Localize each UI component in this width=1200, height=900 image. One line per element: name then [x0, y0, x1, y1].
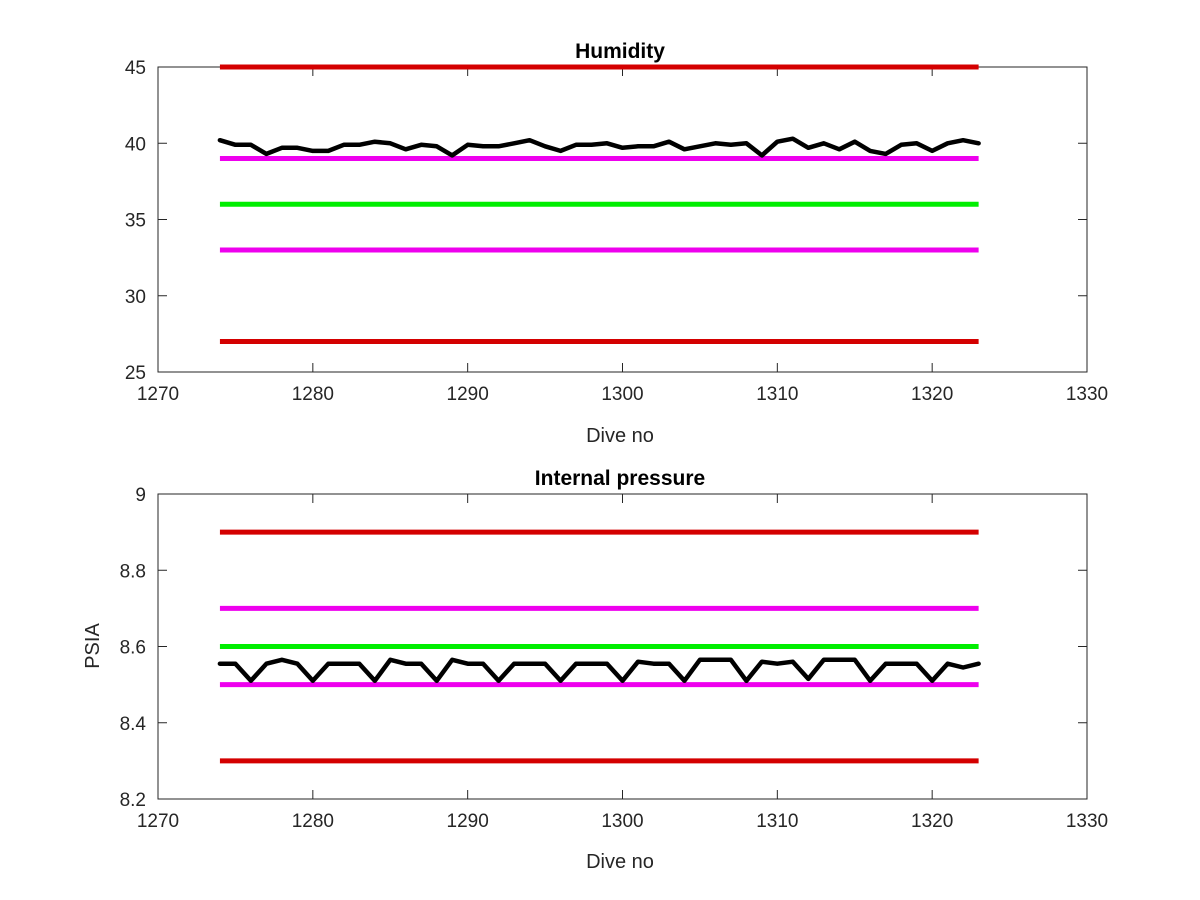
humidity-xtick-label: 1280 — [292, 384, 334, 405]
humidity-xlabel: Dive no — [586, 425, 654, 447]
humidity-ytick-label: 45 — [125, 58, 146, 79]
humidity-title: Humidity — [575, 40, 665, 63]
internal-pressure-panel: Internal pressure Dive no PSIA 1270 1280 1… — [82, 467, 1108, 873]
humidity-xtick-label: 1310 — [756, 384, 798, 405]
internal-pressure-xtick-label: 1300 — [601, 811, 643, 832]
internal-pressure-xtick-label: 1270 — [137, 811, 179, 832]
humidity-panel: Humidity Dive no 1270 1280 1290 1300 1310 132… — [125, 40, 1108, 447]
humidity-xtick-label: 1300 — [601, 384, 643, 405]
humidity-xtick-label: 1330 — [1066, 384, 1108, 405]
humidity-ytick-label: 25 — [125, 363, 146, 384]
humidity-xtick-label: 1290 — [447, 384, 489, 405]
internal-pressure-ytick-label: 8.6 — [120, 638, 146, 659]
internal-pressure-ytick-label: 9 — [135, 485, 146, 506]
internal-pressure-xtick-label: 1330 — [1066, 811, 1108, 832]
internal-pressure-ytick-label: 8.4 — [120, 714, 147, 735]
internal-pressure-xtick-label: 1310 — [756, 811, 798, 832]
internal-pressure-ylabel: PSIA — [82, 623, 104, 669]
humidity-ytick-label: 40 — [125, 134, 146, 155]
humidity-ytick-label: 30 — [125, 287, 146, 308]
humidity-series-line — [217, 136, 981, 158]
internal-pressure-ytick-label: 8.8 — [120, 561, 146, 582]
humidity-xtick-label: 1270 — [137, 384, 179, 405]
internal-pressure-xtick-label: 1320 — [911, 811, 953, 832]
internal-pressure-xlabel: Dive no — [586, 851, 654, 873]
humidity-ytick-label: 35 — [125, 211, 146, 232]
internal-pressure-xtick-label: 1280 — [292, 811, 334, 832]
internal-pressure-title: Internal pressure — [535, 467, 705, 490]
internal-pressure-ytick-label: 8.2 — [120, 790, 146, 811]
humidity-xtick-label: 1320 — [911, 384, 953, 405]
internal-pressure-xtick-label: 1290 — [447, 811, 489, 832]
internal-pressure-series-line — [217, 657, 981, 684]
